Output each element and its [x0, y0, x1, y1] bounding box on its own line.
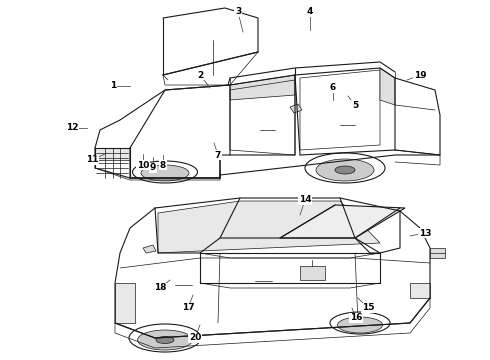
Text: 18: 18: [154, 284, 166, 292]
Text: 15: 15: [362, 303, 374, 312]
Polygon shape: [300, 266, 325, 280]
Polygon shape: [380, 68, 395, 105]
Polygon shape: [230, 75, 295, 100]
Ellipse shape: [138, 330, 193, 350]
Text: 11: 11: [86, 156, 98, 165]
Text: 17: 17: [182, 303, 195, 312]
Text: 3: 3: [235, 8, 241, 17]
Polygon shape: [115, 283, 135, 323]
Ellipse shape: [338, 317, 383, 333]
Text: 14: 14: [299, 195, 311, 204]
Text: 4: 4: [307, 8, 313, 17]
Ellipse shape: [316, 159, 374, 181]
Text: 12: 12: [66, 123, 78, 132]
Text: 19: 19: [414, 71, 426, 80]
Text: 7: 7: [215, 150, 221, 159]
Polygon shape: [280, 205, 405, 238]
Polygon shape: [95, 148, 130, 160]
Text: 5: 5: [352, 100, 358, 109]
Ellipse shape: [335, 166, 355, 174]
Text: 20: 20: [189, 333, 201, 342]
Polygon shape: [290, 104, 302, 113]
Polygon shape: [410, 283, 430, 298]
Polygon shape: [158, 201, 380, 253]
Polygon shape: [430, 248, 445, 258]
Text: 16: 16: [350, 314, 362, 323]
Text: 13: 13: [419, 229, 431, 238]
Text: 2: 2: [197, 71, 203, 80]
Text: 9: 9: [150, 163, 156, 172]
Text: 6: 6: [330, 84, 336, 93]
Polygon shape: [143, 245, 156, 253]
Text: 10: 10: [137, 161, 149, 170]
Text: 8: 8: [160, 161, 166, 170]
Ellipse shape: [156, 337, 174, 343]
Ellipse shape: [141, 165, 189, 181]
Text: 1: 1: [110, 81, 116, 90]
